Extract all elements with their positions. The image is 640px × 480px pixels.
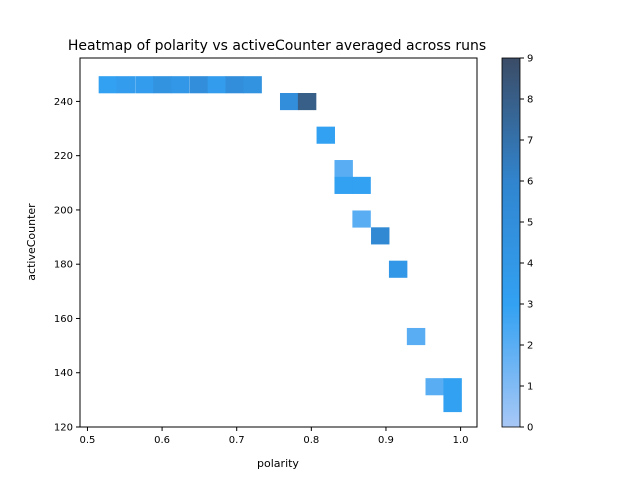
heatmap-cell [371, 227, 390, 245]
heatmap-cell [316, 126, 335, 144]
chart-title: Heatmap of polarity vs activeCounter ave… [68, 38, 486, 54]
y-tick-label: 160 [54, 314, 73, 325]
colorbar-tick-label: 8 [527, 95, 533, 106]
colorbar-tick-label: 6 [527, 177, 533, 188]
colorbar-ticks: 0 1 2 3 4 5 6 7 8 9 [520, 54, 533, 434]
heatmap-cell [207, 76, 227, 94]
heatmap-cell [352, 176, 371, 194]
x-axis-label: polarity [257, 457, 299, 470]
heatmap-cell [406, 327, 426, 346]
colorbar-tick-label: 7 [527, 136, 533, 147]
heatmap-cell [279, 93, 299, 111]
heatmap-cell [334, 160, 353, 178]
heatmap-cell [443, 378, 462, 396]
heatmap-cell [425, 378, 444, 396]
colorbar-tick-label: 9 [527, 54, 533, 65]
y-tick-label: 120 [54, 423, 73, 434]
y-axis-label: activeCounter [25, 203, 38, 281]
colorbar-tick-label: 0 [527, 423, 533, 434]
y-tick-label: 180 [54, 260, 73, 271]
y-tick-label: 200 [54, 205, 73, 216]
heatmap-cell [116, 76, 135, 94]
heatmap-cell [297, 93, 317, 111]
colorbar [501, 57, 521, 428]
x-tick-label: 1.0 [453, 435, 469, 446]
y-tick-label: 240 [54, 97, 73, 108]
heatmap-cell [352, 210, 371, 228]
heatmap-cell [135, 76, 154, 94]
colorbar-tick-label: 2 [527, 341, 533, 352]
heatmap-cell [153, 76, 172, 94]
x-axis-ticks: 0.5 0.6 0.7 0.8 0.9 1.0 [80, 427, 469, 446]
colorbar-tick-label: 5 [527, 218, 533, 229]
heatmap-cell [171, 76, 190, 94]
x-tick-label: 0.5 [80, 435, 96, 446]
heatmap-cell [334, 176, 353, 194]
colorbar-tick-label: 3 [527, 300, 533, 311]
x-tick-label: 0.9 [378, 435, 394, 446]
heatmap-cell [388, 260, 408, 278]
heatmap-cell [189, 76, 209, 94]
y-tick-label: 140 [54, 368, 73, 379]
heatmap-cell [443, 394, 462, 413]
colorbar-tick-label: 1 [527, 382, 533, 393]
y-tick-label: 220 [54, 151, 73, 162]
x-tick-label: 0.6 [154, 435, 170, 446]
plot-frame [79, 57, 478, 428]
x-tick-label: 0.8 [303, 435, 319, 446]
heatmap-cell [98, 76, 118, 94]
colorbar-tick-label: 4 [527, 259, 533, 270]
y-axis-ticks: 120 140 160 180 200 220 240 [54, 97, 80, 434]
heatmap-cell [243, 76, 262, 94]
heatmap-cells [98, 76, 462, 413]
heatmap-cell [225, 76, 244, 94]
x-tick-label: 0.7 [229, 435, 245, 446]
